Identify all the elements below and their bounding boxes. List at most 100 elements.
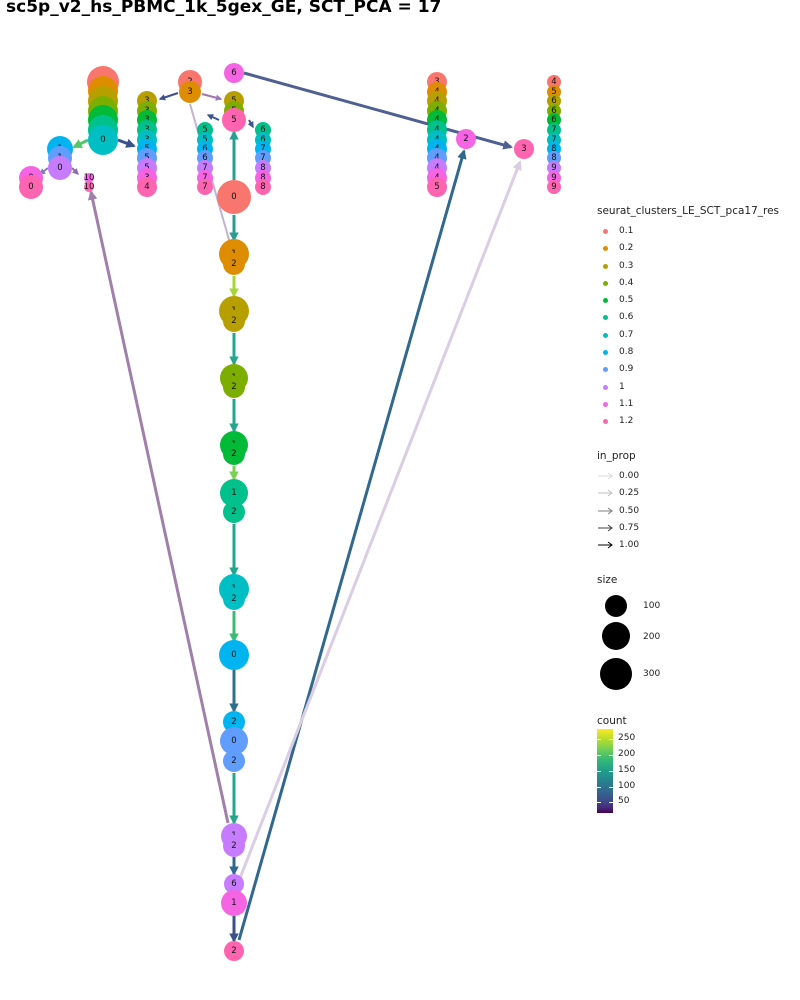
arrow-icon: [598, 524, 613, 532]
tree-node: 2: [223, 443, 245, 465]
node-circle: [223, 750, 245, 772]
node-label: 0: [231, 736, 236, 746]
node-label: 3: [521, 144, 526, 154]
node-label: 2: [231, 717, 236, 727]
prop-legend-item: 0.50: [597, 503, 639, 520]
node-label: 6: [231, 68, 236, 78]
count-tick-mark: [609, 787, 613, 788]
node-circle: [547, 161, 561, 175]
node-circle: [223, 501, 245, 523]
node-circle: [88, 125, 118, 155]
node-label: 5: [202, 125, 207, 135]
node-circle: [48, 156, 72, 180]
cluster-label: 0.4: [619, 277, 634, 288]
node-label: 6: [260, 125, 265, 135]
node-label: 7: [202, 182, 207, 192]
node-label: 7: [260, 144, 265, 154]
count-tick-mark: [609, 802, 613, 803]
tree-node: 10: [84, 182, 94, 192]
node-label: 1: [231, 898, 236, 908]
tree-node: 6: [547, 113, 561, 127]
tree-node: 7: [547, 123, 561, 137]
cluster-swatch: [603, 280, 608, 286]
tree-edge: [238, 160, 522, 879]
tree-node: 1: [220, 479, 248, 507]
node-circle: [547, 94, 561, 108]
node-label: 9: [551, 163, 556, 173]
tree-node: 7: [197, 179, 213, 195]
prop-legend-rows: 0.00 0.25 0.50 0.75 1.00: [597, 468, 639, 554]
count-colorbar: [597, 729, 613, 813]
node-label: 7: [551, 125, 556, 135]
node-circle: [547, 113, 561, 127]
node-label: 6: [231, 879, 236, 889]
node-label: 7: [202, 163, 207, 173]
node-circle: [223, 835, 245, 857]
tree-node: 9: [547, 180, 561, 194]
tree-node: 2: [223, 501, 245, 523]
cluster-legend-title: seurat_clusters_LE_SCT_pca17_res: [597, 205, 780, 217]
tree-node: 6: [224, 63, 244, 83]
tree-edge: [117, 138, 136, 148]
cluster-swatch: [603, 246, 608, 252]
node-label: 7: [202, 173, 207, 183]
node-label: 8: [260, 173, 265, 183]
node-circle: [427, 177, 447, 197]
node-label: 2: [231, 507, 236, 517]
node-label: 6: [260, 135, 265, 145]
prop-label: 0.25: [619, 488, 640, 499]
tree-node: 10: [84, 173, 95, 183]
tree-edge: [71, 167, 79, 175]
count-tick-label: 250: [618, 733, 636, 743]
tree-edge: [237, 149, 467, 941]
tree-node: 2: [223, 750, 245, 772]
node-label: 2: [231, 841, 236, 851]
node-label: 8: [551, 144, 556, 154]
cluster-label: 0.9: [619, 364, 634, 375]
cluster-legend-item: 0.5: [597, 292, 779, 309]
node-circle: [224, 63, 244, 83]
tree-node: 6: [224, 874, 244, 894]
count-tick-label: 50: [618, 796, 630, 806]
node-circle: [514, 139, 534, 159]
tree-node: 3: [179, 81, 201, 103]
cluster-label: 1: [619, 381, 625, 392]
node-label: 3: [187, 87, 192, 97]
cluster-label: 0.1: [619, 226, 634, 236]
node-label: 1: [231, 488, 236, 498]
node-circle: [223, 443, 245, 465]
node-label: 6: [202, 153, 207, 163]
cluster-legend-item: 0.6: [597, 309, 779, 326]
count-tick-mark: [597, 739, 601, 740]
tree-node: 2: [223, 310, 245, 332]
cluster-label: 0.8: [619, 347, 634, 358]
node-circle: [217, 180, 251, 214]
cluster-swatch: [603, 263, 608, 269]
cluster-legend: seurat_clusters_LE_SCT_pca17_res 0.1 0.2 0…: [597, 205, 779, 431]
node-label: 0: [231, 650, 236, 660]
node-label: 2: [463, 134, 468, 144]
count-tick-label: 150: [618, 765, 636, 775]
cluster-legend-rows: 0.1 0.2 0.3 0.4 0.5 0.6 0.7 0.8 0.9 1 1.1 1.2: [597, 223, 779, 431]
node-circle: [221, 890, 247, 916]
size-label-200: 200: [643, 632, 661, 642]
tree-node: 0: [88, 125, 118, 155]
node-label: 9: [551, 173, 556, 183]
cluster-legend-item: 0.2: [597, 240, 779, 257]
size-row-300: 300: [597, 654, 660, 694]
node-label: 2: [231, 756, 236, 766]
tree-node: 2: [223, 835, 245, 857]
tree-node: 0: [220, 727, 248, 755]
node-circle: [19, 175, 43, 199]
size-label-100: 100: [643, 601, 661, 611]
node-circle: [137, 177, 157, 197]
node-circle: [456, 129, 476, 149]
size-row-200: 200: [597, 620, 660, 654]
prop-legend-item: 0.25: [597, 485, 639, 502]
tree-node: 1: [221, 890, 247, 916]
count-tick-mark: [609, 771, 613, 772]
cluster-legend-item: 0.3: [597, 258, 779, 275]
node-label: 10: [84, 173, 95, 183]
cluster-swatch: [603, 332, 608, 338]
tree-node: 5: [222, 108, 246, 132]
